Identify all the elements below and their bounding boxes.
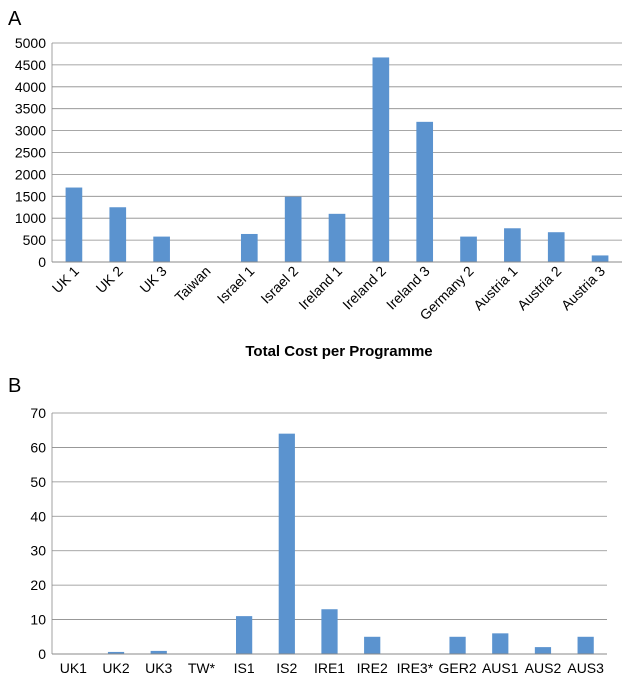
y-tick-label: 4500 bbox=[15, 57, 46, 73]
panel-a-label: A bbox=[8, 8, 22, 30]
y-tick-label: 60 bbox=[30, 439, 46, 455]
x-tick-label: Israel 2 bbox=[257, 263, 301, 307]
bar bbox=[236, 616, 253, 654]
bar bbox=[328, 213, 346, 262]
x-tick-label: UK 3 bbox=[136, 263, 169, 296]
chart-b: 0 10 20 30 40 50 60 70 UK1 UK2 UK3 TW* IS1 IS2 IRE1 IRE… bbox=[30, 405, 607, 676]
y-tick-label: 1000 bbox=[15, 210, 46, 226]
y-tick-label: 50 bbox=[30, 474, 46, 490]
bar bbox=[364, 636, 381, 654]
x-tick-label: Taiwan bbox=[171, 263, 213, 305]
bar bbox=[416, 121, 434, 262]
x-tick-label: AUS3 bbox=[567, 660, 604, 676]
y-tick-label: 2500 bbox=[15, 145, 46, 161]
bar bbox=[109, 207, 127, 262]
x-tick-label: GER2 bbox=[439, 660, 477, 676]
bar bbox=[278, 433, 295, 654]
bar bbox=[460, 236, 477, 262]
x-tick-label: IRE3* bbox=[397, 660, 434, 676]
chart-a: 0 500 1000 1500 2000 2500 3000 3500 4000 4500 5000… bbox=[15, 35, 622, 323]
bar bbox=[150, 650, 167, 654]
x-tick-label: IRE1 bbox=[314, 660, 345, 676]
y-tick-label: 30 bbox=[30, 543, 46, 559]
bar bbox=[321, 609, 338, 654]
bar bbox=[65, 187, 83, 262]
bar bbox=[577, 636, 594, 654]
y-tick-label: 40 bbox=[30, 508, 46, 524]
bar bbox=[547, 232, 565, 262]
x-tick-label: TW* bbox=[188, 660, 216, 676]
x-tick-label: Austria 2 bbox=[514, 263, 565, 314]
bar bbox=[449, 636, 466, 654]
bar bbox=[504, 228, 521, 262]
bar bbox=[107, 651, 125, 654]
bar bbox=[372, 57, 390, 263]
bar bbox=[492, 633, 509, 654]
y-tick-label: 3500 bbox=[15, 101, 46, 117]
x-tick-label: IRE2 bbox=[357, 660, 388, 676]
y-tick-label: 3000 bbox=[15, 123, 46, 139]
x-tick-label: UK 1 bbox=[49, 263, 82, 296]
x-tick-label: UK3 bbox=[145, 660, 172, 676]
x-tick-label: AUS1 bbox=[482, 660, 519, 676]
x-tick-label: Austria 1 bbox=[470, 263, 521, 314]
panel-b-label: B bbox=[8, 375, 21, 397]
y-tick-label: 0 bbox=[38, 646, 46, 662]
bar bbox=[534, 647, 552, 654]
x-tick-label: IS1 bbox=[234, 660, 255, 676]
y-tick-label: 5000 bbox=[15, 35, 46, 51]
y-tick-label: 4000 bbox=[15, 79, 46, 95]
bar bbox=[153, 236, 170, 262]
y-tick-label: 2000 bbox=[15, 166, 46, 182]
y-tick-label: 10 bbox=[30, 612, 46, 628]
x-tick-label: Ireland 2 bbox=[339, 263, 389, 313]
y-tick-label: 500 bbox=[23, 232, 47, 248]
bar bbox=[591, 255, 609, 262]
x-tick-label: Austria 3 bbox=[558, 263, 609, 314]
x-tick-label: AUS2 bbox=[525, 660, 562, 676]
x-tick-label: UK1 bbox=[60, 660, 87, 676]
y-tick-label: 20 bbox=[30, 577, 46, 593]
x-tick-label: UK 2 bbox=[93, 263, 126, 296]
x-tick-label: IS2 bbox=[276, 660, 297, 676]
bar bbox=[284, 196, 302, 262]
y-tick-label: 1500 bbox=[15, 188, 46, 204]
bar bbox=[240, 233, 258, 262]
x-tick-label: Israel 1 bbox=[214, 263, 258, 307]
x-tick-label: UK2 bbox=[102, 660, 129, 676]
x-tick-label: Ireland 1 bbox=[295, 263, 345, 313]
y-tick-label: 70 bbox=[30, 405, 46, 421]
chart-a-xlabel: Total Cost per Programme bbox=[245, 343, 432, 360]
y-tick-label: 0 bbox=[38, 254, 46, 270]
